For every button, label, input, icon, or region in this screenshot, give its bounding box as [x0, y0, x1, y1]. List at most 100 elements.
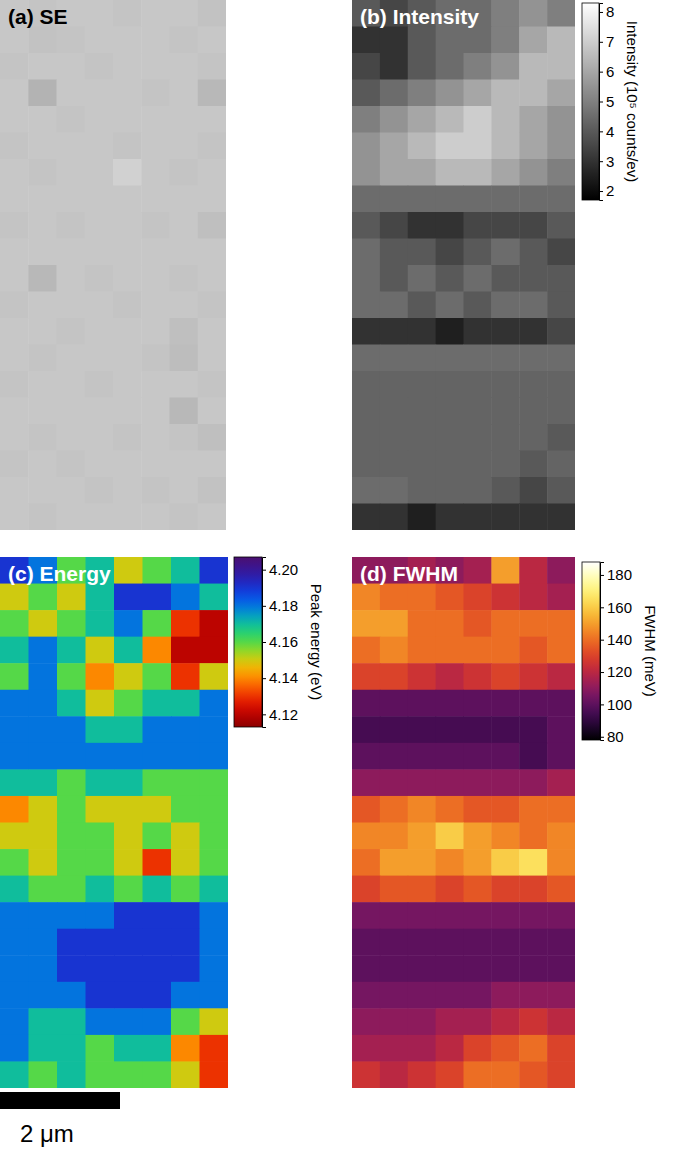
colorbar-tick: 7 — [599, 33, 614, 50]
map-cell — [408, 159, 436, 186]
map-cell — [436, 159, 464, 186]
map-cell — [491, 637, 519, 664]
map-cell — [57, 159, 86, 186]
map-cell — [200, 1008, 229, 1035]
map-cell — [547, 477, 575, 504]
map-cell — [28, 371, 57, 398]
map-cell — [464, 955, 492, 982]
map-cell — [352, 318, 380, 345]
map-cell — [198, 53, 226, 80]
map-cell — [464, 663, 492, 690]
map-cell — [57, 716, 86, 743]
map-cell — [464, 716, 492, 743]
map-cell — [519, 610, 547, 637]
colorbar-tick-label: 100 — [607, 696, 632, 713]
map-cell — [200, 955, 229, 982]
map-cell — [547, 796, 575, 823]
colorbar-tick: 100 — [600, 696, 632, 713]
colorbar-tick-mark — [262, 678, 266, 679]
map-cell — [29, 982, 58, 1009]
map-cell — [380, 80, 408, 107]
map-cell — [436, 27, 464, 54]
map-cell — [408, 876, 436, 903]
colorbar-tick: 6 — [599, 63, 614, 80]
map-cell — [519, 876, 547, 903]
map-cell — [408, 1061, 436, 1088]
map-cell — [464, 239, 492, 266]
map-cell — [408, 106, 436, 133]
map-cell — [200, 1061, 229, 1088]
map-cell — [547, 610, 575, 637]
map-cell — [408, 133, 436, 160]
map-cell — [141, 451, 170, 478]
map-cell — [519, 477, 547, 504]
map-cell — [519, 743, 547, 770]
map-cell — [380, 159, 408, 186]
map-cell — [380, 212, 408, 239]
map-cell — [113, 27, 142, 54]
map-cell — [29, 769, 58, 796]
map-cell — [170, 0, 199, 27]
colorbar-tick: 4.16 — [262, 633, 298, 650]
map-cell — [171, 982, 200, 1009]
map-cell — [436, 371, 464, 398]
map-cell — [491, 53, 519, 80]
map-cell — [436, 424, 464, 451]
map-cell — [408, 982, 436, 1009]
map-cell — [198, 239, 226, 266]
colorbar-tick-label: 4.14 — [269, 669, 298, 686]
map-cell — [57, 239, 86, 266]
colorbar-tick-mark — [262, 714, 266, 715]
map-cell — [57, 265, 86, 292]
map-cell — [141, 318, 170, 345]
panel-title: (a) SE — [8, 5, 68, 28]
map-cell — [380, 186, 408, 213]
map-cell — [57, 743, 86, 770]
map-cell — [0, 292, 29, 319]
map-cell — [408, 80, 436, 107]
map-cell — [519, 902, 547, 929]
colorbar-tick-label: 4.16 — [269, 633, 298, 650]
map-cell — [57, 371, 86, 398]
map-cell — [57, 212, 86, 239]
map-cell — [352, 663, 380, 690]
map-cell — [114, 690, 143, 717]
map-cell — [547, 424, 575, 451]
map-cell — [547, 371, 575, 398]
map-cell — [57, 1061, 86, 1088]
map-cell — [0, 823, 29, 850]
map-cell — [143, 796, 172, 823]
map-cell — [380, 1035, 408, 1062]
map-cell — [85, 186, 114, 213]
map-cell — [491, 159, 519, 186]
colorbar-tick: 5 — [599, 93, 614, 110]
map-cell — [200, 902, 229, 929]
map-cell — [491, 318, 519, 345]
map-cell — [547, 1061, 575, 1088]
map-cell — [519, 0, 547, 27]
map-cell — [380, 477, 408, 504]
map-cell — [491, 955, 519, 982]
map-cell — [28, 133, 57, 160]
map-cell — [114, 1061, 143, 1088]
map-cell — [200, 982, 229, 1009]
map-cell — [491, 477, 519, 504]
map-cell — [408, 504, 436, 531]
colorbar-tick: 4.20 — [262, 561, 298, 578]
map-cell — [141, 239, 170, 266]
map-cell — [491, 186, 519, 213]
map-cell — [547, 637, 575, 664]
map-cell — [464, 212, 492, 239]
map-cell — [57, 849, 86, 876]
colorbar-tick-mark — [600, 640, 604, 641]
colorbar-tick-mark — [599, 191, 603, 192]
map-cell — [547, 663, 575, 690]
map-cell — [380, 265, 408, 292]
map-cell — [170, 186, 199, 213]
map-cell — [143, 982, 172, 1009]
map-cell — [0, 318, 29, 345]
map-cells — [352, 0, 575, 530]
colorbar-tick-mark — [599, 161, 603, 162]
map-cell — [352, 823, 380, 850]
map-cell — [29, 1061, 58, 1088]
